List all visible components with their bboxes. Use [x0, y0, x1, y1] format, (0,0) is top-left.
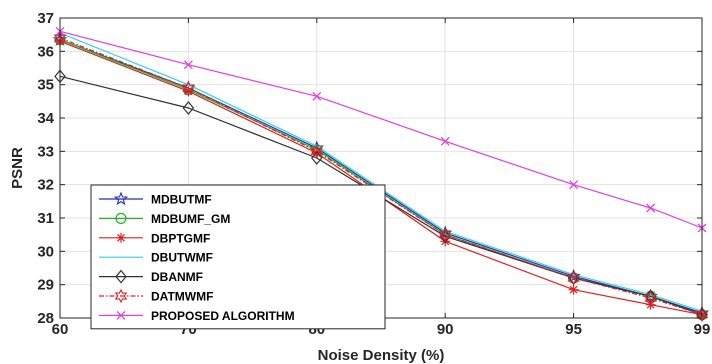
legend-item: DBUTWMF	[99, 251, 213, 265]
point-marker	[183, 86, 194, 97]
point-marker	[646, 203, 656, 213]
point-marker	[311, 151, 323, 165]
legend-item: MDBUTMF	[99, 191, 212, 207]
y-axis-label: PSNR	[9, 147, 26, 189]
point-marker	[644, 289, 657, 304]
legend-label: DBUTWMF	[151, 251, 213, 265]
point-marker	[116, 310, 126, 320]
y-tick-label: 28	[37, 310, 54, 327]
legend-label: DATMWMF	[151, 290, 213, 304]
point-marker	[113, 191, 129, 206]
series-proposed-algorithm	[55, 26, 707, 233]
legend-item: DBPTGMF	[99, 231, 210, 245]
y-tick-label: 36	[37, 43, 54, 60]
y-tick-label: 30	[37, 243, 54, 260]
x-tick-label: 90	[437, 321, 454, 338]
x-axis-label: Noise Density (%)	[318, 347, 445, 364]
legend-item: MDBUMF_GM	[99, 212, 230, 226]
legend: MDBUTMF MDBUMF_GM DBPTGMF DBUTWMF DBANMF DATM…	[90, 184, 386, 330]
legend-label: DBANMF	[151, 270, 203, 284]
series-datmwmf	[53, 30, 709, 322]
point-marker	[310, 144, 324, 159]
y-tick-label: 35	[37, 77, 54, 94]
y-tick-label: 33	[37, 143, 54, 160]
y-tick-label: 37	[37, 10, 54, 27]
point-marker	[311, 148, 322, 158]
point-marker	[182, 80, 195, 96]
legend-label: MDBUTMF	[151, 193, 212, 207]
point-marker	[312, 91, 322, 101]
point-marker	[182, 101, 195, 115]
point-marker	[569, 180, 579, 190]
point-marker	[568, 284, 579, 295]
point-marker	[114, 288, 128, 304]
y-tick-label: 34	[37, 110, 54, 127]
y-tick-label: 31	[37, 210, 54, 227]
legend-label: MDBUMF_GM	[151, 212, 230, 226]
legend-item: PROPOSED ALGORITHM	[99, 309, 295, 323]
legend-item: DATMWMF	[99, 288, 213, 304]
series-dbutwmf	[59, 32, 703, 312]
x-tick-label: 60	[52, 321, 69, 338]
y-tick-label: 29	[37, 277, 54, 294]
point-marker	[440, 136, 450, 146]
legend-item: DBANMF	[99, 269, 203, 284]
x-tick-label: 99	[694, 321, 711, 338]
point-marker	[116, 232, 126, 243]
point-marker	[644, 290, 657, 306]
point-marker	[566, 268, 581, 283]
legend-label: PROPOSED ALGORITHM	[151, 309, 295, 323]
y-tick-label: 32	[37, 177, 54, 194]
point-marker	[183, 60, 193, 70]
point-marker	[567, 270, 580, 286]
point-marker	[115, 212, 127, 224]
point-marker	[115, 269, 127, 284]
x-tick-label: 95	[565, 321, 582, 338]
point-marker	[695, 307, 709, 322]
legend-label: DBPTGMF	[151, 231, 210, 245]
series-line	[59, 32, 703, 312]
point-marker	[438, 227, 452, 242]
series-line	[59, 75, 703, 316]
series-layer	[52, 26, 710, 322]
series-line	[59, 37, 703, 316]
